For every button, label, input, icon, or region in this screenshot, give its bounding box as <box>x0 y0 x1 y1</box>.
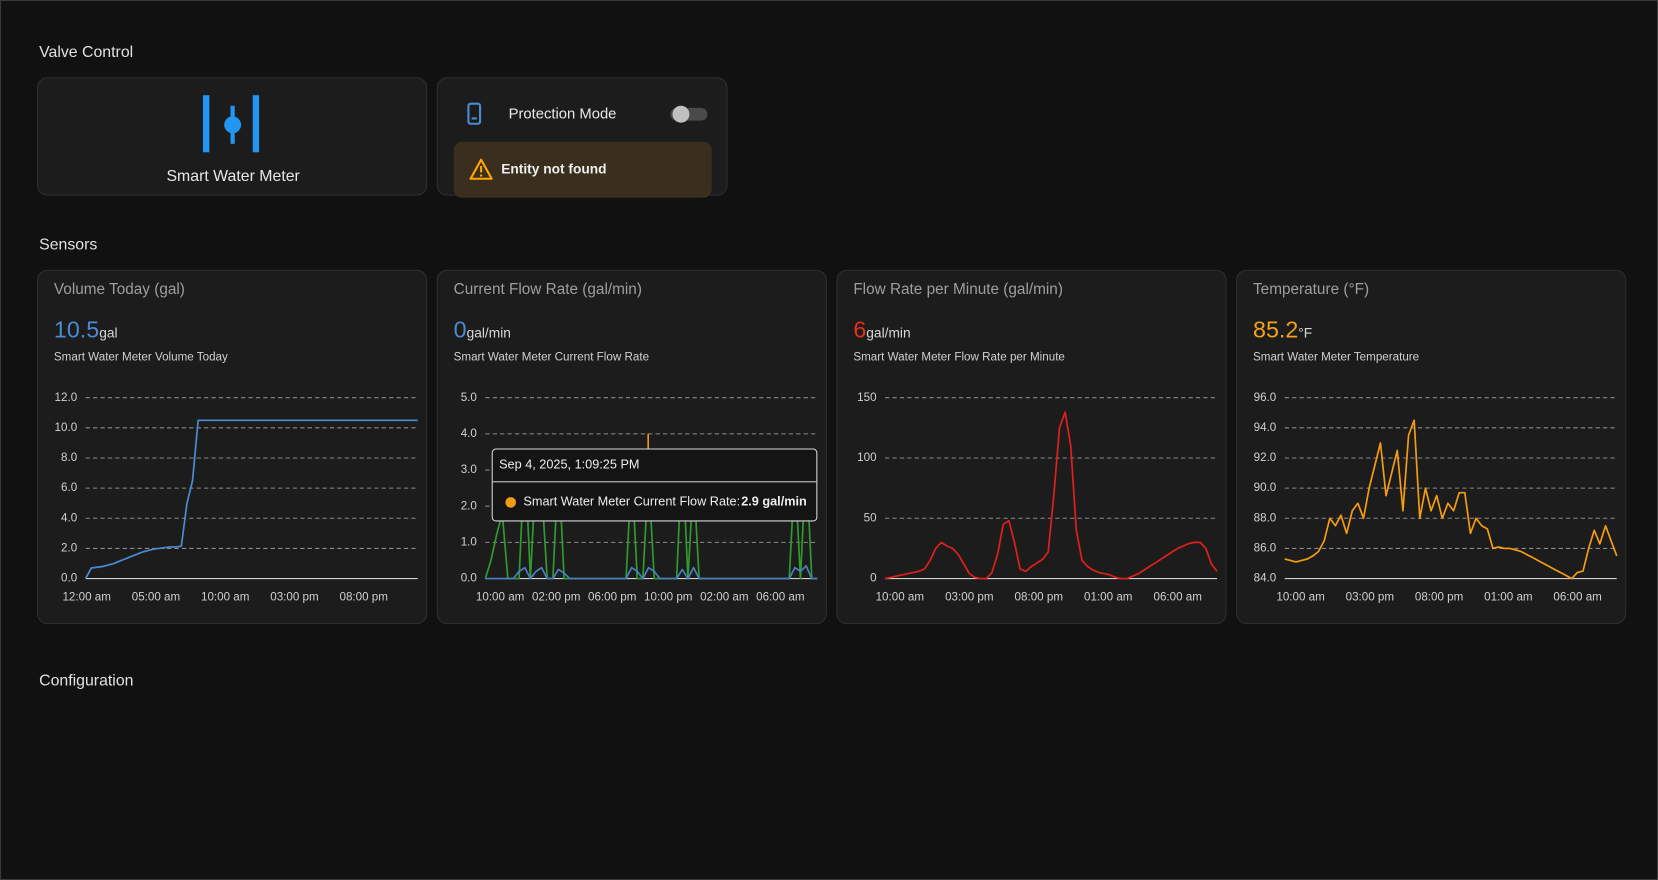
switch-card: Protection Mode Entity not found <box>436 77 728 198</box>
device-name: Smart Water Meter <box>166 167 300 186</box>
switch-label: Protection Mode <box>508 104 617 122</box>
x-tick-label: 06:00 am <box>1153 591 1201 604</box>
state-value: 85.2 <box>1253 316 1299 343</box>
warning-icon <box>469 158 493 180</box>
x-tick-label: 06:00 pm <box>588 591 636 604</box>
state-unit: °F <box>1298 324 1313 341</box>
state: 6gal/min <box>853 316 910 344</box>
y-tick-label: 0.0 <box>61 572 78 585</box>
section-heading: Configuration <box>39 671 134 690</box>
y-tick-label: 84.0 <box>1254 572 1277 585</box>
state-value: 0 <box>453 316 467 343</box>
x-tick-label: 06:00 am <box>1553 591 1601 604</box>
y-tick-label: 12.0 <box>55 391 78 404</box>
y-tick-label: 4.0 <box>461 427 478 440</box>
card-title: Volume Today (gal) <box>53 281 185 299</box>
x-tick-label: 01:00 am <box>1084 591 1132 604</box>
x-tick-label: 06:00 am <box>756 591 804 604</box>
y-tick-label: 90.0 <box>1254 481 1277 494</box>
state: 0gal/min <box>454 316 511 344</box>
y-tick-label: 86.0 <box>1254 541 1277 554</box>
series-line <box>84 419 418 579</box>
state-unit: gal <box>99 324 118 341</box>
series-line <box>485 565 818 580</box>
sensor-card[interactable]: Temperature (°F) 85.2°F Smart Water Meter … <box>1236 269 1627 625</box>
y-tick-label: 96.0 <box>1254 391 1277 404</box>
card-title: Temperature (°F) <box>1253 281 1370 299</box>
chart: 84.0 86.0 88.0 90.0 92.0 94.0 96.0 10:00 am 03:0… <box>1254 391 1618 604</box>
tooltip-entity: Smart Water Meter Current Flow Rate: <box>523 493 741 509</box>
sensor-card[interactable]: Volume Today (gal) 10.5gal Smart Water Met… <box>37 269 428 625</box>
x-tick-label: 02:00 pm <box>532 591 580 604</box>
y-tick-label: 1.0 <box>461 535 478 548</box>
entity-name: Smart Water Meter Flow Rate per Minute <box>853 351 1065 364</box>
x-tick-label: 03:00 pm <box>945 591 993 604</box>
x-tick-label: 10:00 am <box>476 591 524 604</box>
x-tick-label: 01:00 am <box>1484 591 1532 604</box>
x-tick-label: 10:00 am <box>201 591 249 604</box>
sensor-card[interactable]: Flow Rate per Minute (gal/min) 6gal/min Sm… <box>836 269 1227 625</box>
card-title: Current Flow Rate (gal/min) <box>453 281 642 299</box>
valve-icon <box>203 95 260 153</box>
y-tick-label: 94.0 <box>1254 421 1277 434</box>
y-tick-label: 100 <box>857 451 877 464</box>
y-tick-label: 5.0 <box>461 391 478 404</box>
x-tick-label: 12:00 am <box>62 591 110 604</box>
warning-text: Entity not found <box>501 160 607 177</box>
y-tick-label: 50 <box>864 511 877 524</box>
state-value: 10.5 <box>53 316 100 343</box>
x-tick-label: 10:00 am <box>876 591 924 604</box>
tooltip-value: 2.9 gal/min <box>741 493 807 509</box>
tooltip-divider <box>492 481 817 483</box>
chart: 0 50 100 150 10:00 am 03:00 pm 08:00 pm 01:00 a… <box>857 391 1218 604</box>
device-card[interactable]: Smart Water Meter <box>37 77 428 196</box>
x-tick-label: 03:00 pm <box>270 591 318 604</box>
x-tick-label: 02:00 am <box>700 591 748 604</box>
card-title: Flow Rate per Minute (gal/min) <box>853 281 1063 299</box>
tooltip: Sep 4, 2025, 1:09:25 PM Smart Water Meter… <box>491 448 818 522</box>
tooltip-dot <box>505 497 517 508</box>
y-tick-label: 8.0 <box>61 451 78 464</box>
x-tick-label: 05:00 am <box>132 591 180 604</box>
switch-icons <box>467 102 708 125</box>
y-tick-label: 10.0 <box>55 421 78 434</box>
y-tick-label: 2.0 <box>61 541 78 554</box>
y-tick-label: 6.0 <box>61 481 78 494</box>
state: 85.2°F <box>1253 316 1312 344</box>
x-tick-label: 10:00 am <box>1276 591 1324 604</box>
entity-name: Smart Water Meter Current Flow Rate <box>453 351 650 364</box>
series-line <box>1284 419 1618 580</box>
x-tick-label: 10:00 pm <box>644 591 692 604</box>
y-tick-label: 0 <box>870 572 877 585</box>
chart: 0.0 2.0 4.0 6.0 8.0 10.0 12.0 12:00 am 05:00 am 1… <box>55 391 418 604</box>
y-tick-label: 150 <box>857 391 877 404</box>
y-tick-label: 2.0 <box>461 499 478 512</box>
x-tick-label: 08:00 pm <box>1415 591 1463 604</box>
entity-name: Smart Water Meter Temperature <box>1253 351 1420 364</box>
entity-name: Smart Water Meter Volume Today <box>53 351 228 364</box>
state-unit: gal/min <box>466 324 511 341</box>
x-tick-label: 08:00 pm <box>340 591 388 604</box>
y-tick-label: 4.0 <box>61 511 78 524</box>
x-tick-label: 08:00 pm <box>1015 591 1063 604</box>
y-tick-label: 0.0 <box>461 572 478 585</box>
section-heading: Sensors <box>39 235 98 254</box>
tooltip-time: Sep 4, 2025, 1:09:25 PM <box>499 456 640 472</box>
sensor-card[interactable]: Current Flow Rate (gal/min) 0gal/min Smart… <box>436 269 827 625</box>
series-line <box>884 411 1218 580</box>
y-tick-label: 92.0 <box>1254 451 1277 464</box>
warning-box: Entity not found <box>453 141 712 198</box>
x-tick-label: 03:00 pm <box>1346 591 1394 604</box>
state-unit: gal/min <box>866 324 911 341</box>
state: 10.5gal <box>54 316 118 344</box>
state-value: 6 <box>853 316 867 343</box>
y-tick-label: 88.0 <box>1254 511 1277 524</box>
y-tick-label: 3.0 <box>461 463 478 476</box>
section-heading: Valve Control <box>39 43 134 62</box>
